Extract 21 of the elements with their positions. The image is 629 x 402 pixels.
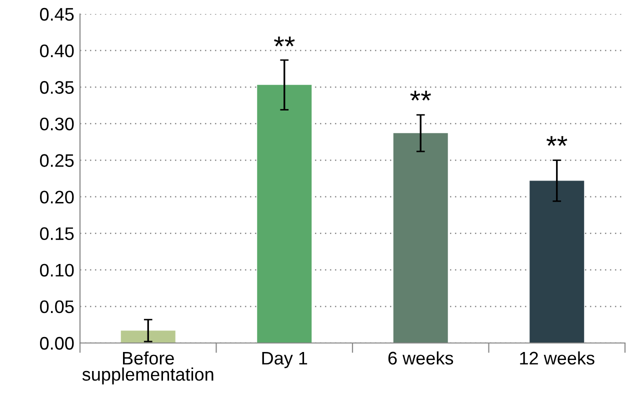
bar — [393, 133, 448, 343]
x-tick-label: 6 weeks — [388, 351, 454, 365]
y-tick-label: 0.30 — [40, 118, 74, 130]
annotation: ** — [410, 90, 431, 101]
y-tick-label: 0.05 — [40, 300, 74, 314]
bar — [120, 330, 176, 343]
bar — [530, 180, 584, 343]
y-tick-label: 0.15 — [40, 227, 74, 240]
y-tick-label: 0.10 — [40, 264, 74, 277]
annotation: ** — [274, 36, 295, 46]
y-tick-label: 0.25 — [40, 154, 74, 167]
x-tick-label: 12 weeks — [520, 351, 594, 365]
annotation: ** — [546, 136, 568, 146]
x-tick-label: Before supplementation — [82, 351, 214, 384]
bar — [257, 84, 312, 343]
y-tick-label: 0.45 — [40, 8, 74, 21]
x-tick-label: Day 1 — [262, 352, 308, 368]
y-tick-label: 0.20 — [40, 190, 74, 204]
y-tick-label: 0.40 — [40, 44, 74, 58]
y-tick-label: 0.00 — [40, 336, 74, 350]
y-tick-label: 0.35 — [40, 81, 74, 94]
